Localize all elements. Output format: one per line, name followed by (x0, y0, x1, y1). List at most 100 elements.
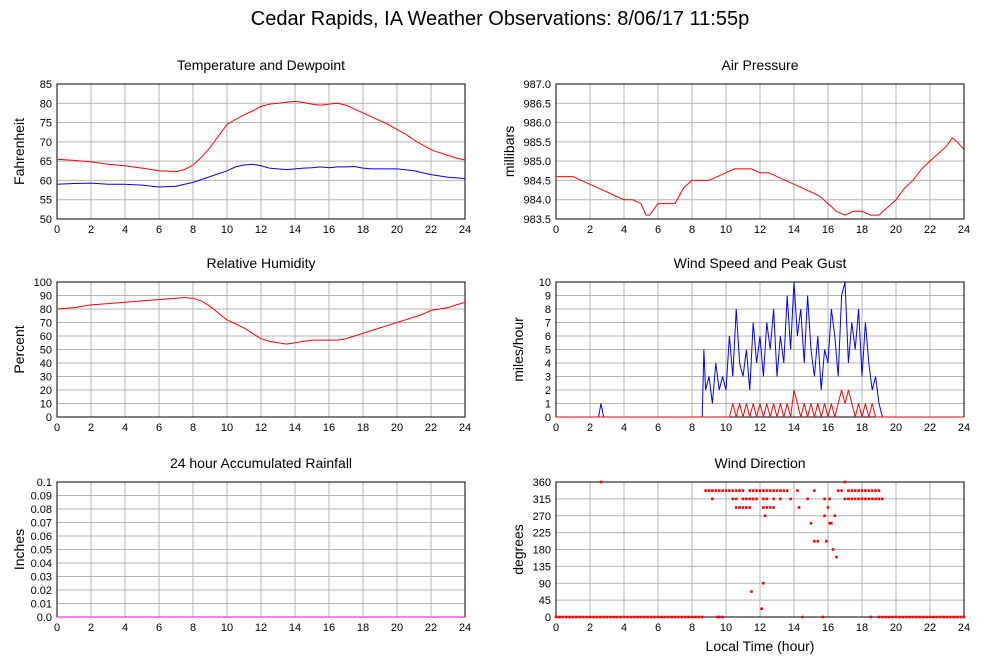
direction-direction-point (825, 539, 828, 543)
pressure-y-tick-label: 985.5 (523, 137, 551, 149)
direction-direction-point (772, 489, 775, 492)
pressure-chart-title: Air Pressure (721, 57, 798, 73)
direction-direction-point (806, 497, 809, 501)
humidity-x-tick-label: 6 (156, 422, 162, 434)
direction-direction-point (558, 615, 561, 619)
pressure-x-tick-label: 8 (689, 224, 695, 236)
temp-y-tick-label: 60 (40, 175, 52, 187)
direction-direction-point (789, 497, 792, 501)
pressure-x-tick-label: 18 (856, 224, 868, 236)
pressure-y-tick-label: 984.0 (523, 195, 551, 207)
rain-y-tick-label: 0.06 (31, 531, 52, 543)
temp-y-tick-label: 55 (40, 195, 52, 207)
wind-y-tick-label: 8 (545, 304, 551, 316)
direction-direction-point (707, 489, 711, 492)
direction-direction-point (734, 497, 738, 501)
direction-direction-point (918, 615, 922, 619)
humidity-x-tick-label: 12 (255, 422, 267, 434)
direction-direction-point (714, 489, 718, 492)
direction-direction-point (831, 548, 835, 551)
direction-direction-point (755, 489, 758, 492)
direction-direction-point (734, 489, 738, 492)
pressure-series-0-line (556, 137, 965, 216)
pressure-y-tick-label: 985.0 (523, 156, 551, 168)
direction-direction-point (663, 615, 667, 619)
direction-direction-point (716, 615, 719, 619)
direction-direction-point (908, 615, 911, 619)
direction-direction-point (724, 489, 728, 492)
humidity-x-tick-label: 18 (357, 422, 369, 434)
pressure-y-tick-label: 986.0 (523, 118, 551, 130)
direction-direction-point (945, 615, 949, 619)
direction-y-tick-label: 315 (533, 494, 551, 506)
pressure-x-tick-label: 22 (924, 224, 936, 236)
temp-y-tick-label: 70 (40, 137, 52, 149)
direction-direction-point (765, 506, 769, 509)
direction-direction-point (741, 489, 745, 492)
direction-direction-point (955, 615, 959, 619)
temp-x-tick-label: 12 (255, 224, 267, 236)
direction-direction-point (828, 497, 831, 501)
wind-y-tick-label: 1 (545, 399, 551, 411)
direction-direction-point (962, 615, 966, 619)
direction-x-tick-label: 4 (621, 622, 627, 634)
direction-direction-point (870, 497, 874, 501)
direction-direction-point (801, 615, 804, 619)
temp-x-tick-label: 20 (391, 224, 403, 236)
direction-direction-point (673, 615, 677, 619)
direction-direction-point (881, 497, 884, 501)
direction-x-tick-label: 14 (788, 622, 800, 634)
direction-direction-point (639, 615, 643, 619)
humidity-x-tick-label: 20 (391, 422, 403, 434)
direction-direction-point (765, 497, 769, 501)
direction-direction-point (782, 489, 786, 492)
direction-direction-point (836, 489, 840, 492)
humidity-y-axis-label: Percent (11, 325, 27, 373)
direction-direction-point (830, 521, 833, 525)
direction-y-axis-label: degrees (510, 524, 526, 575)
direction-direction-point (605, 615, 609, 619)
direction-direction-point (853, 489, 857, 492)
wind-x-tick-label: 4 (621, 422, 627, 434)
direction-direction-point (847, 497, 850, 501)
rain-y-tick-label: 0.0 (37, 612, 52, 624)
wind-y-tick-label: 7 (545, 318, 551, 330)
temp-x-tick-label: 2 (88, 224, 94, 236)
wind-y-tick-label: 3 (545, 372, 551, 384)
direction-direction-point (656, 615, 660, 619)
direction-x-tick-label: 6 (655, 622, 661, 634)
wind-y-tick-label: 2 (545, 385, 551, 397)
direction-direction-point (592, 615, 595, 619)
humidity-y-tick-label: 90 (40, 291, 52, 303)
rain-x-tick-label: 16 (323, 622, 335, 634)
direction-direction-point (595, 615, 599, 619)
wind-y-tick-label: 0 (545, 412, 551, 424)
rain-y-tick-label: 0.01 (31, 599, 52, 611)
wind-x-tick-label: 8 (689, 422, 695, 434)
direction-direction-point (881, 615, 884, 619)
direction-direction-point (626, 615, 629, 619)
direction-direction-point (768, 489, 772, 492)
rain-y-tick-label: 0.09 (31, 491, 52, 503)
direction-direction-point (925, 615, 928, 619)
direction-direction-point (643, 615, 646, 619)
rain-x-tick-label: 6 (156, 622, 162, 634)
wind-y-tick-label: 4 (545, 358, 551, 370)
wind-x-tick-label: 22 (924, 422, 936, 434)
wind-x-tick-label: 24 (958, 422, 970, 434)
direction-direction-point (748, 506, 752, 509)
direction-direction-point (762, 581, 765, 585)
direction-direction-point (904, 615, 908, 619)
page-title: Cedar Rapids, IA Weather Observations: 8… (250, 8, 750, 30)
temp-series-0-line (56, 100, 466, 173)
humidity-y-tick-label: 50 (40, 345, 52, 357)
direction-direction-point (928, 615, 932, 619)
direction-direction-point (911, 615, 915, 619)
direction-direction-point (779, 489, 782, 492)
direction-x-tick-label: 24 (958, 622, 970, 634)
temp-chart-title: Temperature and Dewpoint (177, 57, 345, 73)
direction-direction-point (762, 497, 765, 501)
wind-plot-frame (555, 281, 965, 418)
direction-y-tick-label: 180 (533, 545, 551, 557)
direction-direction-point (877, 497, 881, 501)
